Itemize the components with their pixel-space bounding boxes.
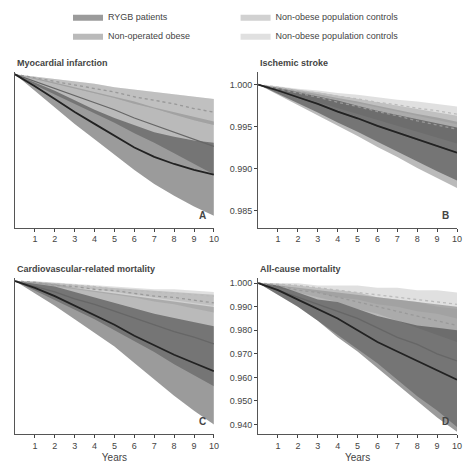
svg-text:Myocardial infarction: Myocardial infarction [17,58,108,68]
svg-text:10: 10 [452,441,462,451]
svg-text:1: 1 [275,441,280,451]
svg-text:D: D [442,416,449,427]
svg-text:9: 9 [435,234,440,244]
svg-text:3: 3 [315,441,320,451]
svg-text:10: 10 [452,234,462,244]
svg-text:1: 1 [32,441,37,451]
svg-text:Ischemic stroke: Ischemic stroke [260,58,328,68]
svg-text:C: C [199,416,206,427]
svg-text:7: 7 [152,234,157,244]
svg-text:Non-operated obese: Non-operated obese [108,31,190,41]
svg-text:6: 6 [375,441,380,451]
svg-text:7: 7 [152,441,157,451]
svg-text:0.980: 0.980 [230,325,253,335]
svg-text:Cardiovascular-related mortali: Cardiovascular-related mortality [17,264,155,274]
svg-text:2: 2 [52,441,57,451]
svg-text:3: 3 [315,234,320,244]
svg-text:0.995: 0.995 [230,122,253,132]
svg-text:9: 9 [192,441,197,451]
svg-text:3: 3 [72,234,77,244]
svg-text:8: 8 [415,441,420,451]
svg-text:All-cause mortality: All-cause mortality [260,264,341,274]
svg-text:8: 8 [172,234,177,244]
svg-text:1: 1 [275,234,280,244]
svg-text:Years: Years [345,452,370,463]
svg-text:2: 2 [295,441,300,451]
svg-text:1: 1 [32,234,37,244]
svg-text:4: 4 [92,234,97,244]
svg-text:5: 5 [112,441,117,451]
svg-text:8: 8 [172,441,177,451]
svg-text:Years: Years [102,452,127,463]
svg-text:Non-obese population controls: Non-obese population controls [276,12,399,22]
svg-text:0.990: 0.990 [230,302,253,312]
svg-text:RYGB patients: RYGB patients [108,12,168,22]
svg-text:7: 7 [395,234,400,244]
svg-text:1.000: 1.000 [230,278,253,288]
svg-text:A: A [199,210,206,221]
svg-text:3: 3 [72,441,77,451]
svg-text:10: 10 [209,234,219,244]
svg-text:0.960: 0.960 [230,373,253,383]
svg-text:2: 2 [295,234,300,244]
svg-text:5: 5 [112,234,117,244]
svg-text:7: 7 [395,441,400,451]
svg-text:0.970: 0.970 [230,349,253,359]
svg-text:B: B [442,210,449,221]
svg-text:8: 8 [415,234,420,244]
svg-text:0.950: 0.950 [230,396,253,406]
svg-text:6: 6 [375,234,380,244]
svg-text:10: 10 [209,441,219,451]
svg-text:0.940: 0.940 [230,420,253,430]
svg-text:5: 5 [355,441,360,451]
svg-text:4: 4 [335,234,340,244]
svg-text:5: 5 [355,234,360,244]
svg-text:6: 6 [132,441,137,451]
svg-text:4: 4 [335,441,340,451]
svg-text:0.990: 0.990 [230,164,253,174]
svg-text:2: 2 [52,234,57,244]
svg-text:9: 9 [192,234,197,244]
svg-text:Non-obese population controls: Non-obese population controls [276,31,399,41]
svg-text:1.000: 1.000 [230,80,253,90]
svg-text:4: 4 [92,441,97,451]
svg-text:0.985: 0.985 [230,206,253,216]
svg-text:6: 6 [132,234,137,244]
svg-text:9: 9 [435,441,440,451]
